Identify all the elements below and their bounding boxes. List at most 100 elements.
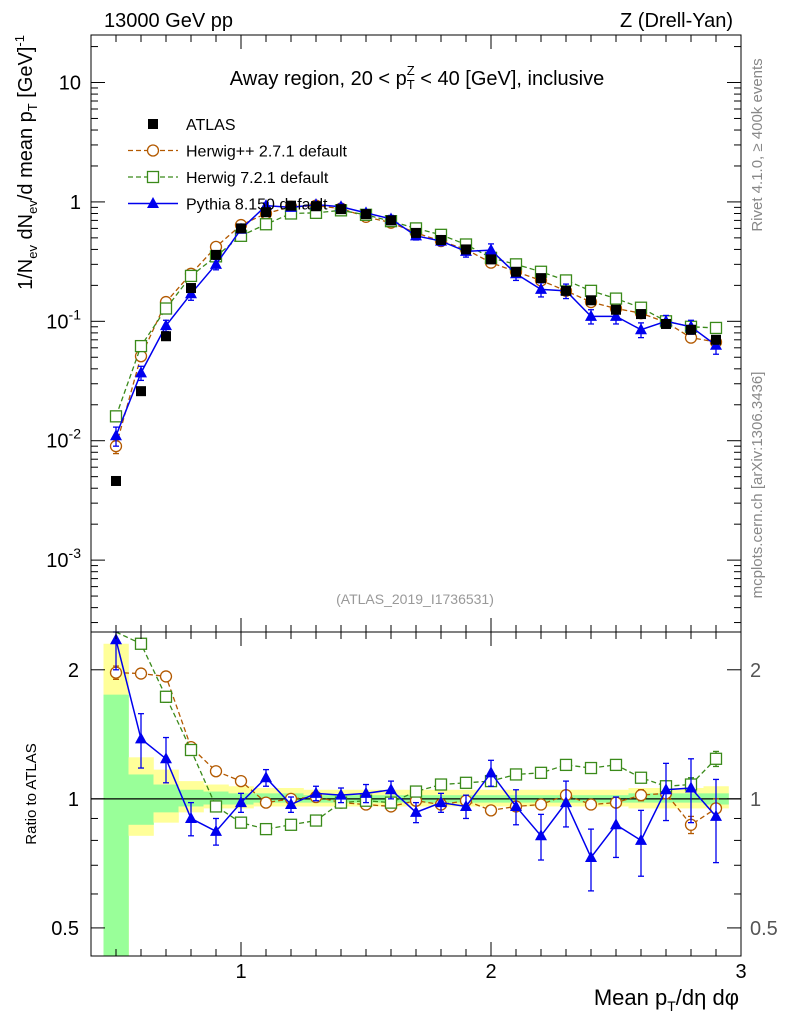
herwigpp-point [234, 774, 248, 788]
y-tick-label: 10-1 [46, 306, 81, 333]
atlas-point [211, 249, 221, 260]
herwig7-point [209, 800, 223, 813]
atlas-point [261, 207, 271, 218]
x-tick-label: 1 [235, 961, 246, 983]
herwig7-point [559, 758, 573, 772]
atlas-point [386, 215, 396, 226]
herwigpp-point [259, 796, 273, 809]
atlas-point [586, 295, 596, 306]
pythia-point [635, 323, 647, 335]
pythia-point [310, 786, 322, 798]
atlas-point [186, 283, 196, 294]
atlas-point [336, 204, 346, 215]
atlas-point [611, 304, 621, 315]
atlas-point [361, 209, 371, 220]
uncertainty-band-green [128, 774, 154, 825]
legend-label-pythia: Pythia 8.150 default [186, 197, 328, 214]
pythia-point [485, 766, 497, 778]
main-y-axis-label: 1/Nev dNev/d mean pT [GeV]-1 [12, 35, 40, 290]
pythia-point [335, 788, 347, 800]
herwig7-point [584, 284, 598, 297]
ratio-panel: 0.5 0.5 1 1 2 2 1 2 3 Ratio to ATLAS Mean pT/dη… [23, 631, 778, 1014]
herwig7-point [509, 768, 523, 781]
main-title: Away region, 20 < pTZ < 40 [GeV], inclus… [230, 63, 604, 92]
pythia-point [410, 805, 422, 817]
pythia-point [610, 818, 622, 830]
ratio-y-tick-label-right: 0.5 [750, 918, 778, 940]
atlas-point [511, 266, 521, 277]
pythia-point [660, 783, 672, 795]
herwig7-point [134, 637, 148, 650]
herwig7-point [584, 761, 598, 775]
y-tick-label: 10-2 [46, 426, 81, 453]
mcplots-label: mcplots.cern.ch [arXiv:1306.3436] [749, 372, 766, 599]
pythia-point [210, 257, 222, 269]
pythia-point [635, 833, 647, 845]
pythia-point [535, 282, 547, 294]
atlas-point [636, 309, 646, 320]
herwig7-point [609, 292, 623, 305]
ratio-y-tick-label-right: 1 [750, 789, 761, 811]
atlas-point [536, 273, 546, 284]
atlas-point [111, 475, 121, 486]
x-tick-label: 3 [735, 961, 746, 983]
ratio-y-tick-label-left: 1 [68, 789, 79, 811]
legend-marker-atlas [148, 119, 158, 129]
atlas-point [686, 324, 696, 335]
herwig7-point [409, 785, 423, 798]
herwigpp-point [634, 789, 648, 802]
atlas-point [311, 201, 321, 212]
herwig7-point [259, 218, 273, 231]
pythia-point [485, 243, 497, 255]
analysis-tag: (ATLAS_2019_I1736531) [336, 591, 494, 607]
atlas-point [436, 234, 446, 245]
herwig7-point [609, 758, 623, 772]
pythia-point [460, 799, 472, 811]
pythia-point [710, 809, 722, 821]
pythia-point [435, 796, 447, 808]
atlas-point [561, 285, 571, 296]
legend-marker-pythia [147, 197, 159, 208]
legend-label-atlas: ATLAS [186, 117, 236, 134]
herwig7-point [709, 752, 723, 765]
pythia-point [385, 783, 397, 795]
pythia-point [135, 732, 147, 744]
herwig7-point [709, 321, 723, 335]
atlas-point [461, 244, 471, 255]
pythia-point [685, 781, 697, 793]
pythia-point [560, 796, 572, 808]
pythia-point [160, 752, 172, 764]
atlas-point [161, 331, 171, 342]
ratio-y-tick-label-left: 0.5 [51, 918, 79, 940]
herwigpp-point [534, 798, 548, 811]
pythia-point [285, 798, 297, 810]
header-left-label: 13000 GeV pp [104, 10, 233, 32]
main-panel: 10-3 10-2 10-1 1 10 Away region, 20 < pTZ < … [12, 34, 742, 633]
herwig7-point [259, 822, 273, 836]
rivet-version-label: Rivet 4.1.0, ≥ 400k events [749, 58, 766, 231]
herwigpp-point [159, 670, 173, 683]
herwig7-point [234, 816, 248, 829]
herwig7-point [459, 776, 473, 789]
herwig7-point [159, 302, 173, 315]
header-right-label: Z (Drell-Yan) [620, 10, 733, 32]
legend-marker-herwig7 [146, 170, 160, 184]
herwig7-point [434, 778, 448, 791]
pythia-point [110, 429, 122, 441]
herwigpp-point [584, 798, 598, 811]
pythia-point [535, 829, 547, 841]
pythia-line [115, 639, 717, 859]
pythia-point [135, 366, 147, 378]
pythia-point [260, 771, 272, 783]
x-tick-label: 2 [485, 961, 496, 983]
herwigpp-point [484, 804, 498, 817]
herwig7-point [309, 814, 323, 827]
herwig7-point [109, 410, 123, 423]
pythia-point [210, 824, 222, 836]
pythia-point [510, 799, 522, 811]
uncertainty-band-green [203, 791, 229, 805]
herwigpp-point [134, 667, 148, 680]
x-axis-label: Mean pT/dη dφ [594, 985, 739, 1014]
pythia-point [360, 786, 372, 798]
